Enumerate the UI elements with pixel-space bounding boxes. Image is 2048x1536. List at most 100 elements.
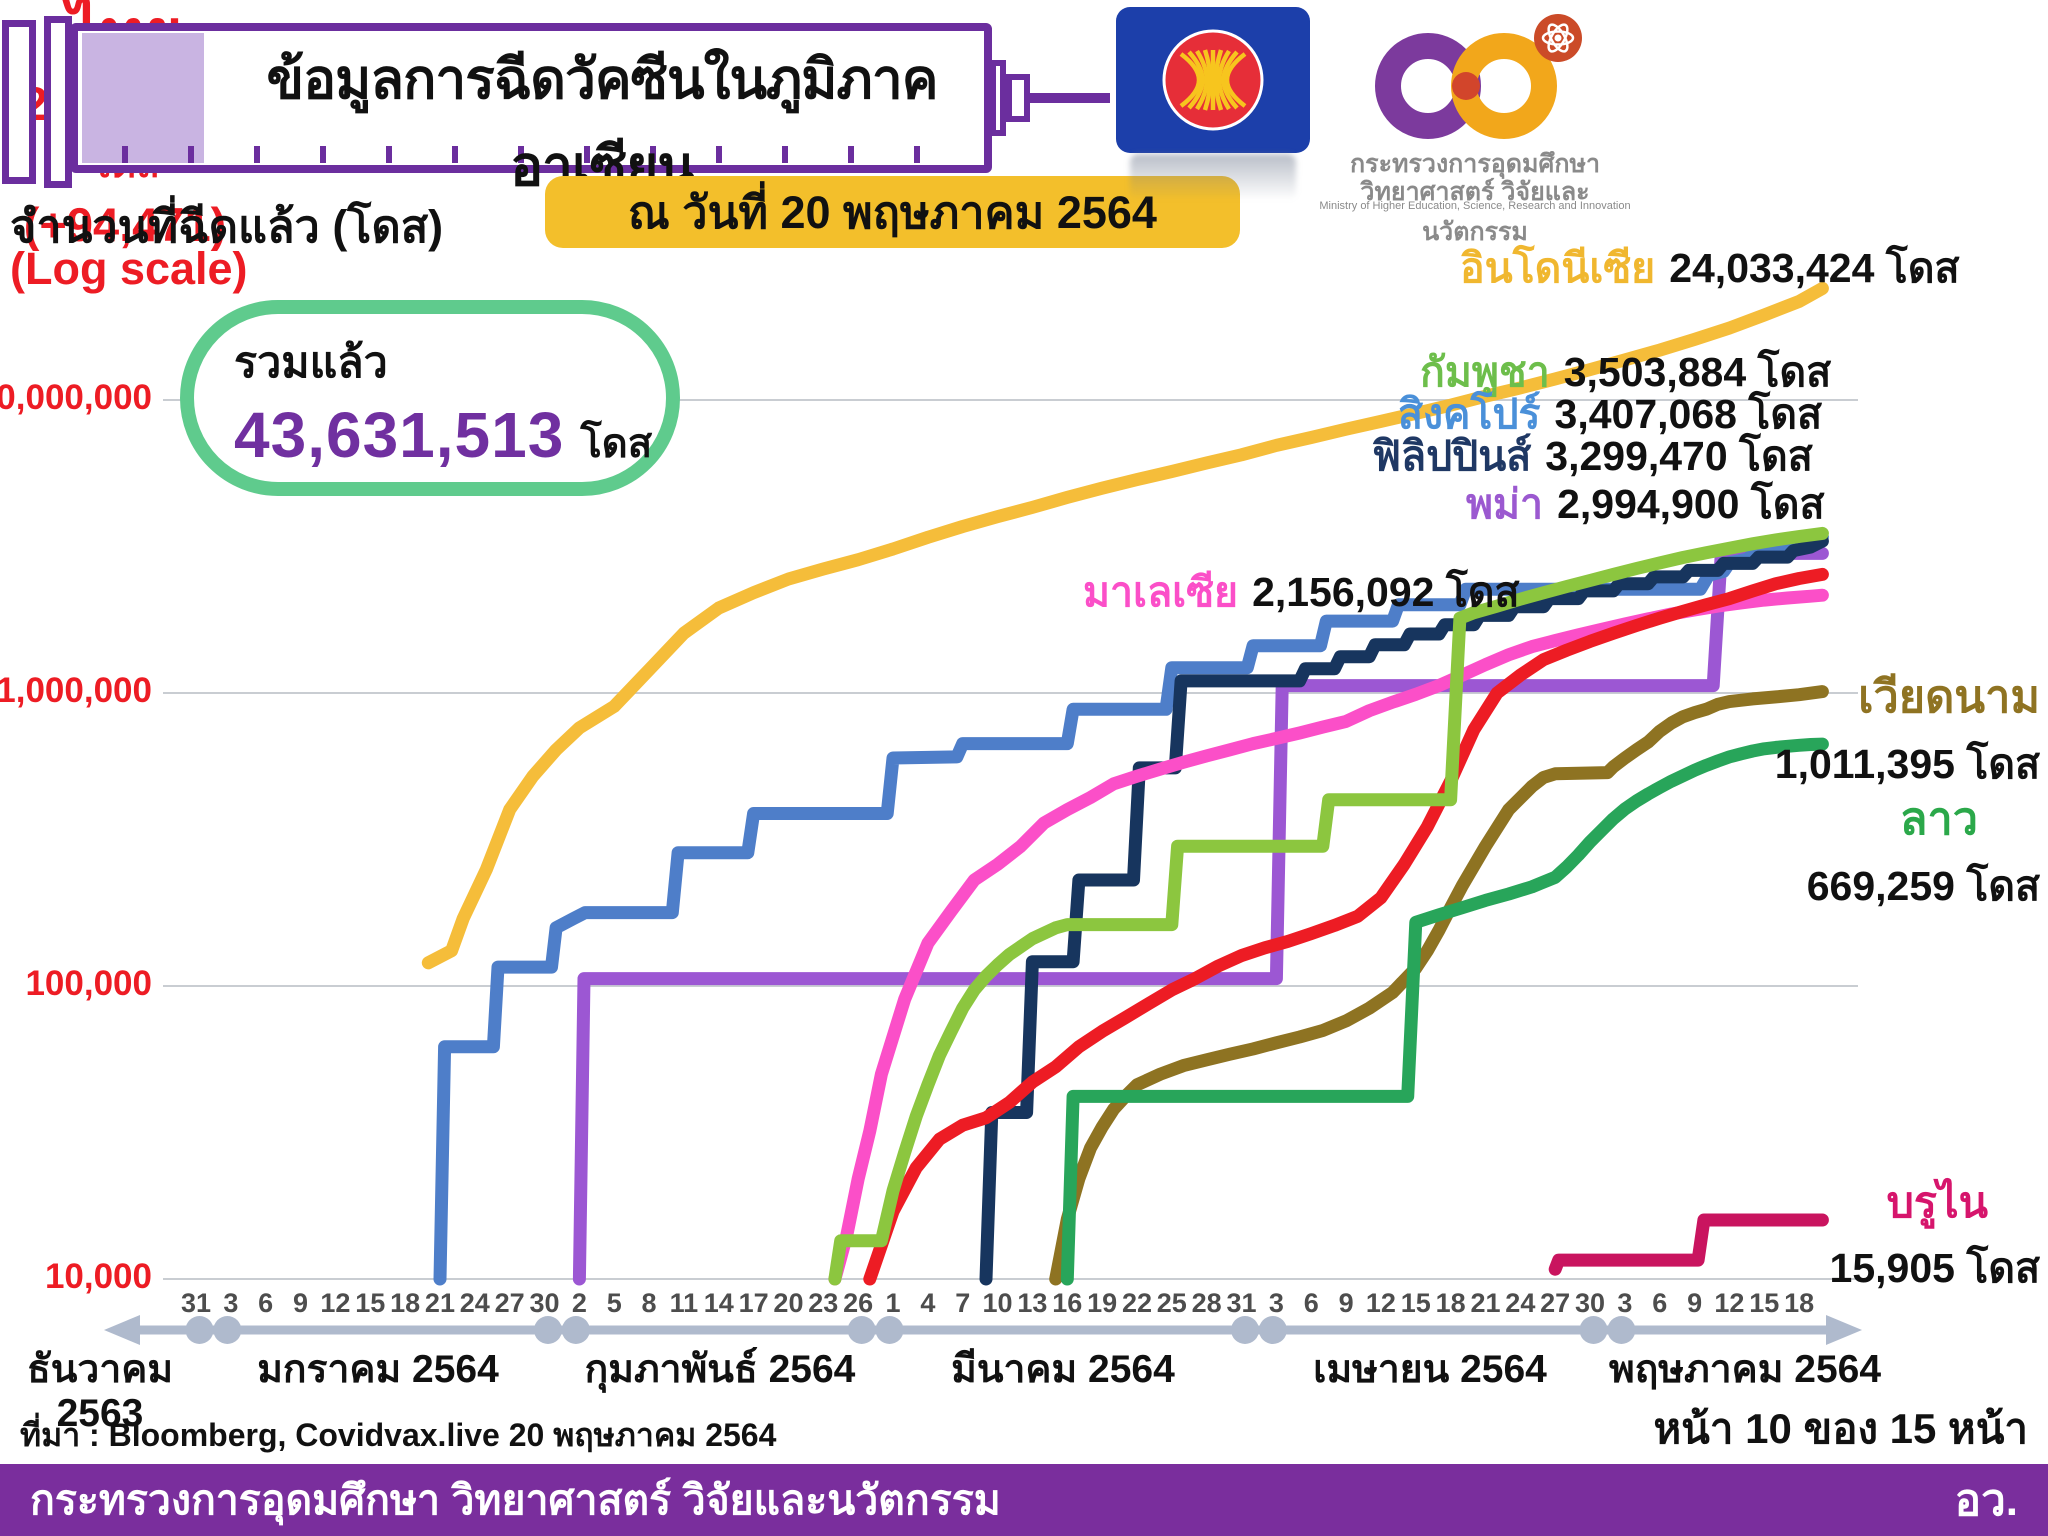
mhesi-name-line1: กระทรวงการอุดมศึกษา — [1350, 150, 1600, 178]
month-boundary-dot — [875, 1316, 904, 1344]
date-badge: ณ วันที่ 20 พฤษภาคม 2564 — [545, 176, 1240, 248]
page-number: หน้า 10 ของ 15 หน้า — [1653, 1405, 2028, 1452]
x-tick-label: 3 — [1617, 1288, 1633, 1318]
x-tick-label: 28 — [1191, 1288, 1222, 1318]
x-tick-label: 12 — [1714, 1288, 1745, 1318]
month-boundary-dot — [1258, 1316, 1287, 1344]
x-tick-label: 24 — [459, 1288, 490, 1318]
syringe-needle-taper — [1006, 74, 1030, 122]
x-tick-label: 15 — [355, 1288, 386, 1318]
x-tick-label: 16 — [1052, 1288, 1083, 1318]
total-value: 43,631,513 — [234, 399, 565, 471]
x-tick-label: 6 — [258, 1288, 274, 1318]
x-tick-label: 3 — [1268, 1288, 1284, 1318]
footer-ministry-name: กระทรวงการอุดมศึกษา วิทยาศาสตร์ วิจัยและ… — [30, 1476, 1001, 1523]
syringe-needle — [1030, 93, 1110, 103]
x-tick-label: 9 — [1687, 1288, 1703, 1318]
x-tick-label: 18 — [1784, 1288, 1815, 1318]
series-line-malaysia — [828, 588, 1829, 1286]
syringe-plunger-end — [2, 20, 36, 184]
x-tick-label: 27 — [494, 1288, 525, 1318]
syringe-plunger-rod — [44, 16, 72, 188]
total-label: รวมแล้ว — [234, 339, 388, 387]
month-boundary-dot — [213, 1316, 242, 1344]
footer-bar: กระทรวงการอุดมศึกษา วิทยาศาสตร์ วิจัยและ… — [0, 1464, 2048, 1536]
x-tick-label: 20 — [773, 1288, 804, 1318]
month-boundary-dot — [1231, 1316, 1260, 1344]
x-tick-label: 15 — [1749, 1288, 1780, 1318]
x-tick-label: 10 — [982, 1288, 1013, 1318]
x-tick-label: 30 — [529, 1288, 560, 1318]
month-boundary-dot — [561, 1316, 590, 1344]
label-singapore: สิงคโปร์ 3,407,068 โดส — [1398, 391, 1823, 437]
label-brunei: บรูไน 15,905 โดส — [1829, 1179, 2040, 1291]
mhesi-logo — [1375, 14, 1582, 139]
x-tick-label: 18 — [1435, 1288, 1466, 1318]
x-tick-label: 8 — [641, 1288, 657, 1318]
syringe-scale-ticks — [122, 146, 972, 163]
x-tick-label: 25 — [1156, 1288, 1187, 1318]
x-axis-left-arrowhead — [104, 1315, 140, 1345]
x-tick-label: 17 — [738, 1288, 769, 1318]
label-cambodia: กัมพูชา 3,503,884 โดส — [1420, 349, 1832, 395]
y-axis-title: จำนวนที่ฉีดแล้ว (โดส) — [10, 201, 444, 252]
x-tick-label: 12 — [1365, 1288, 1396, 1318]
month-boundary-dot — [847, 1316, 876, 1344]
syringe-needle-hub — [990, 60, 1006, 136]
mhesi-name-line3: Ministry of Higher Education, Science, R… — [1319, 200, 1631, 212]
month-boundary-dot — [533, 1316, 562, 1344]
x-tick-label: 9 — [293, 1288, 309, 1318]
x-tick-label: 27 — [1540, 1288, 1571, 1318]
atom-icon — [1534, 14, 1582, 62]
x-tick-label: 5 — [606, 1288, 622, 1318]
month-label: มีนาคม 2564 — [951, 1348, 1175, 1391]
x-tick-label: 2 — [571, 1288, 587, 1318]
total-unit: โดส — [580, 422, 653, 466]
x-tick-label: 21 — [424, 1288, 455, 1318]
footer-ministry-abbr: อว. — [1954, 1476, 2018, 1525]
thailand-delta: (+94,471) — [23, 198, 227, 251]
x-tick-label: 24 — [1505, 1288, 1536, 1318]
y-axis-scale-note: (Log scale) — [10, 243, 248, 294]
y-tick-label: 1,000,000 — [0, 671, 152, 710]
x-tick-label: 4 — [920, 1288, 936, 1318]
series-line-indonesia — [421, 281, 1829, 970]
x-tick-label: 6 — [1652, 1288, 1668, 1318]
x-tick-label: 11 — [669, 1288, 699, 1318]
asean-flag-logo — [1116, 7, 1310, 153]
label-vietnam: เวียดนาม 1,011,395 โดส — [1774, 671, 2040, 787]
month-label: เมษายน 2564 — [1313, 1348, 1547, 1391]
source-citation: ที่มา : Bloomberg, Covidvax.live 20 พฤษภ… — [20, 1417, 777, 1453]
paddy-sheaf-icon — [1179, 49, 1247, 111]
x-tick-label: 31 — [1226, 1288, 1257, 1318]
x-tick-label: 26 — [843, 1288, 874, 1318]
month-boundary-dot — [185, 1316, 214, 1344]
month-boundary-dot — [1607, 1316, 1636, 1344]
label-myanmar: พม่า 2,994,900 โดส — [1466, 481, 1825, 527]
syringe-fill — [82, 33, 204, 163]
series-line-thailand — [863, 567, 1829, 1286]
month-label: ธันวาคม 2563 — [26, 1348, 174, 1435]
x-tick-label: 13 — [1017, 1288, 1048, 1318]
label-malaysia: มาเลเซีย 2,156,092 โดส — [1083, 569, 1520, 615]
total-doses-box: รวมแล้ว 43,631,513 โดส — [180, 300, 680, 496]
x-tick-label: 21 — [1470, 1288, 1501, 1318]
x-tick-label: 30 — [1575, 1288, 1606, 1318]
x-tick-label: 31 — [180, 1288, 212, 1318]
month-label: พฤษภาคม 2564 — [1608, 1348, 1882, 1391]
series-line-philippines — [979, 534, 1829, 1286]
x-tick-label: 19 — [1087, 1288, 1118, 1318]
series-line-cambodia — [828, 526, 1829, 1286]
x-tick-label: 12 — [320, 1288, 351, 1318]
y-tick-label: 10,000 — [44, 1257, 152, 1296]
label-indonesia: อินโดนีเซีย 24,033,424 โดส — [1460, 245, 1960, 291]
asean-logo-reflection — [1130, 154, 1296, 200]
month-label: กุมภาพันธ์ 2564 — [584, 1348, 856, 1391]
month-label: มกราคม 2564 — [257, 1348, 499, 1391]
x-tick-label: 9 — [1338, 1288, 1354, 1318]
series-line-singapore — [433, 530, 1829, 1286]
series-line-laos — [1060, 737, 1829, 1286]
x-axis-right-arrowhead — [1826, 1315, 1862, 1345]
